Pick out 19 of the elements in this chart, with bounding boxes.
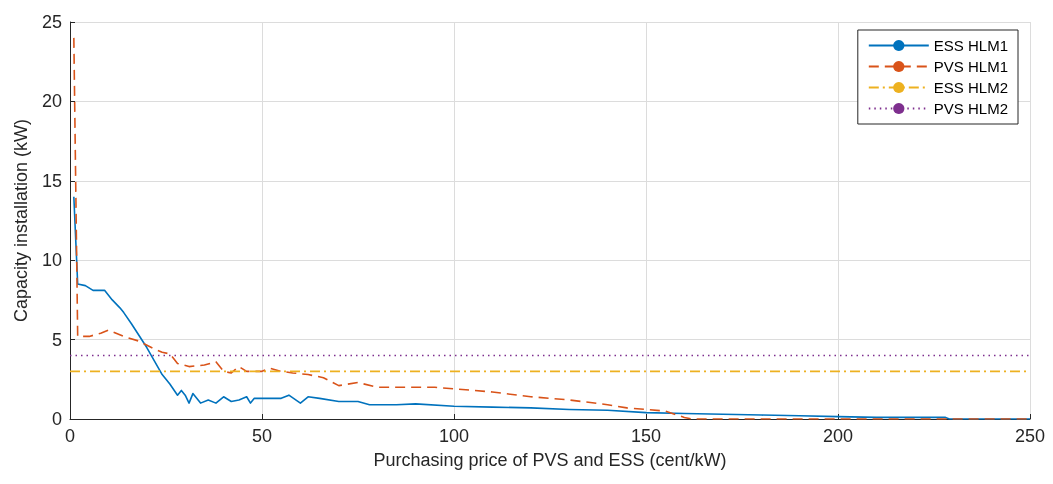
x-tick-label: 250: [1014, 426, 1046, 446]
x-tick-label: 50: [251, 426, 273, 446]
legend-label: PVS HLM1: [933, 58, 1009, 75]
y-axis-title: Capacity installation (kW): [11, 118, 31, 323]
x-tick-label: 100: [438, 426, 470, 446]
x-axis-title: Purchasing price of PVS and ESS (cent/kW): [373, 450, 727, 470]
legend-label: PVS HLM2: [933, 100, 1009, 117]
x-tick-label: 150: [630, 426, 662, 446]
y-tick-label: 10: [41, 250, 62, 271]
y-tick-label: 5: [51, 329, 62, 350]
y-tick-label: 0: [51, 409, 62, 429]
y-tick-label: 15: [41, 170, 62, 191]
y-tick-label: 20: [41, 91, 62, 112]
y-tick-label: 25: [41, 12, 62, 32]
x-tick-label: 200: [822, 426, 854, 446]
x-tick-label: 0: [64, 426, 76, 446]
legend-label: ESS HLM2: [933, 79, 1009, 96]
line-series: [73, 195, 1031, 420]
legend-label: ESS HLM1: [933, 37, 1009, 54]
